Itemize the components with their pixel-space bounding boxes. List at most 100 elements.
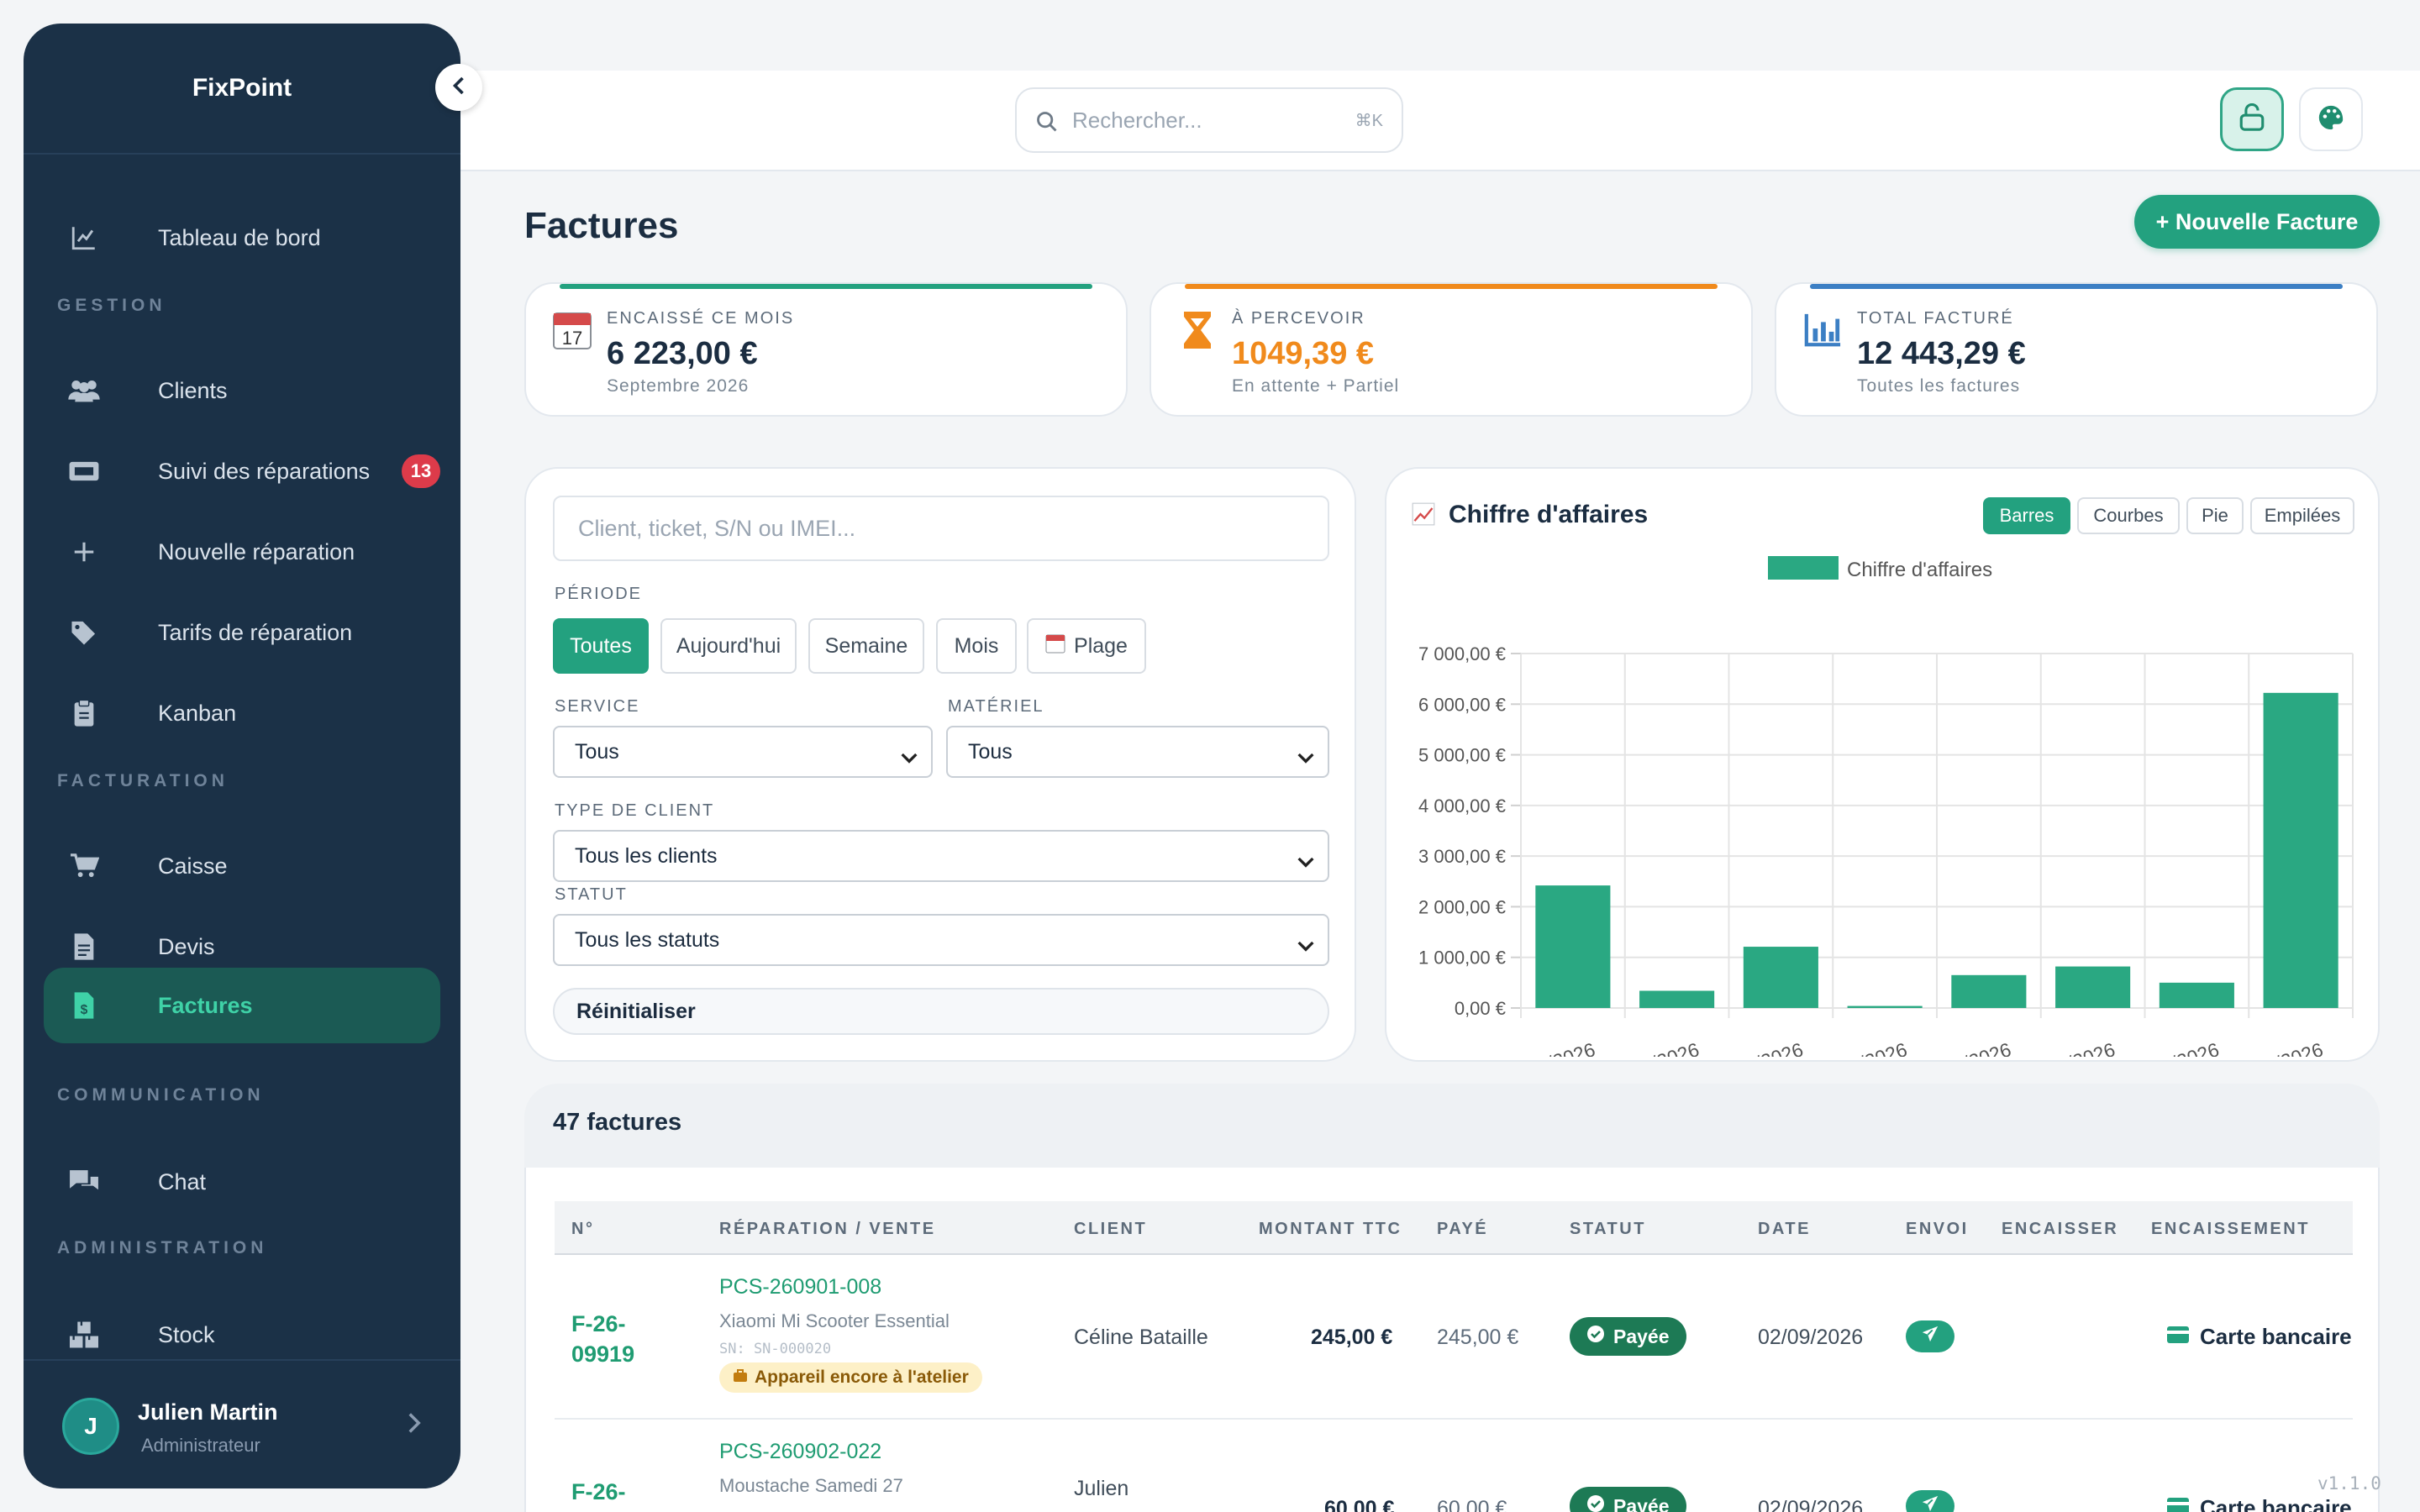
- sidebar-item-kanban[interactable]: Kanban: [44, 675, 440, 751]
- sidebar-item-factures[interactable]: $ Factures: [44, 968, 440, 1043]
- period-toutes[interactable]: Toutes: [553, 618, 649, 674]
- stat-subtitle: Septembre 2026: [607, 376, 750, 396]
- sidebar-item-label: Kanban: [158, 700, 237, 726]
- col-header-envoi: ENVOI: [1906, 1220, 1969, 1238]
- repair-id-link[interactable]: PCS-260902-022: [719, 1440, 882, 1463]
- period-mois[interactable]: Mois: [936, 618, 1017, 674]
- status-badge: Payée: [1570, 1317, 1686, 1356]
- service-select[interactable]: Tous: [553, 726, 933, 778]
- atelier-text: Appareil encore à l'atelier: [755, 1368, 969, 1387]
- col-header-client: CLIENT: [1074, 1220, 1148, 1238]
- invoice-number-suffix: 09920: [571, 1507, 634, 1512]
- reset-filters-button[interactable]: Réinitialiser: [553, 988, 1329, 1035]
- y-tick-label: 2 000,00 €: [1418, 896, 1506, 917]
- device-model: Xiaomi Mi Scooter Essential: [719, 1310, 950, 1331]
- type-client-select[interactable]: Tous les clients: [553, 830, 1329, 882]
- search-placeholder: Rechercher...: [1072, 107, 1202, 133]
- check-circle-icon: [1586, 1494, 1605, 1512]
- send-icon: [1921, 1494, 1939, 1512]
- stat-label: TOTAL FACTURÉ: [1857, 309, 2014, 328]
- lock-button[interactable]: [2220, 87, 2284, 151]
- x-tick-label: 17/08/2026: [1811, 1038, 1910, 1057]
- app-version: v1.1.0: [2317, 1473, 2381, 1494]
- section-facturation: FACTURATION: [57, 771, 229, 790]
- sidebar-item-label: Caisse: [158, 853, 228, 879]
- col-header-paye: PAYÉ: [1437, 1220, 1489, 1238]
- table-row[interactable]: F-26- 09919 PCS-260901-008 Xiaomi Mi Sco…: [555, 1257, 2353, 1420]
- calendar-day: 17: [562, 328, 582, 349]
- col-header-statut: STATUT: [1570, 1220, 1646, 1238]
- stat-card-encaisse: 17 ENCAISSÉ CE MOIS 6 223,00 € Septembre…: [524, 282, 1128, 417]
- period-plage[interactable]: Plage: [1027, 618, 1146, 674]
- chart-bar: [1535, 885, 1611, 1008]
- avatar: J: [62, 1398, 119, 1455]
- chevron-down-icon: [1297, 746, 1314, 770]
- chart-bar: [1639, 990, 1715, 1008]
- card-accent: [1810, 284, 2343, 289]
- chart-mode-pie[interactable]: Pie: [2186, 497, 2244, 534]
- sidebar-item-tableau-de-bord[interactable]: Tableau de bord: [44, 200, 440, 276]
- col-header-no: N°: [571, 1220, 595, 1238]
- chevron-right-icon: [407, 1411, 422, 1439]
- sidebar-item-tarifs[interactable]: Tarifs de réparation: [44, 595, 440, 670]
- ticket-icon: [67, 454, 101, 488]
- y-tick-label: 5 000,00 €: [1418, 745, 1506, 766]
- materiel-select[interactable]: Tous: [946, 726, 1329, 778]
- status-text: Payée: [1613, 1325, 1670, 1347]
- chart-bar: [1847, 1005, 1923, 1008]
- sidebar-item-nouvelle-reparation[interactable]: Nouvelle réparation: [44, 514, 440, 590]
- materiel-value: Tous: [968, 739, 1013, 764]
- check-circle-icon: [1586, 1325, 1605, 1348]
- chart-mode-empilees[interactable]: Empilées: [2250, 497, 2354, 534]
- period-semaine[interactable]: Semaine: [808, 618, 924, 674]
- cart-icon: [67, 849, 101, 883]
- sidebar-item-devis[interactable]: Devis: [44, 909, 440, 984]
- sidebar-item-clients[interactable]: Clients: [44, 353, 440, 428]
- invoice-date: 02/09/2026: [1758, 1497, 1864, 1512]
- send-button[interactable]: [1906, 1320, 1954, 1352]
- invoice-number[interactable]: F-26- 09919: [571, 1309, 634, 1369]
- sidebar-item-label: Suivi des réparations: [158, 458, 371, 484]
- sidebar-item-stock[interactable]: Stock: [44, 1297, 440, 1373]
- service-label: SERVICE: [555, 697, 640, 716]
- y-tick-label: 1 000,00 €: [1418, 948, 1506, 969]
- user-profile[interactable]: J Julien Martin Administrateur: [24, 1359, 460, 1488]
- sidebar-item-label: Tarifs de réparation: [158, 619, 353, 645]
- sidebar-item-suivi-reparations[interactable]: Suivi des réparations 13: [44, 433, 440, 509]
- tags-icon: [67, 616, 101, 649]
- chart-bar: [2159, 982, 2234, 1008]
- global-search-input[interactable]: Rechercher... ⌘K: [1015, 87, 1403, 153]
- statut-select[interactable]: Tous les statuts: [553, 914, 1329, 966]
- stat-value: 1049,39 €: [1232, 336, 1375, 371]
- send-button[interactable]: [1906, 1490, 1954, 1512]
- calendar-icon: [1045, 633, 1065, 659]
- chevron-down-icon: [1297, 934, 1314, 958]
- sidebar-item-chat[interactable]: Chat: [44, 1144, 440, 1220]
- collapse-sidebar-button[interactable]: [435, 64, 482, 111]
- period-aujourdhui[interactable]: Aujourd'hui: [660, 618, 797, 674]
- theme-button[interactable]: [2299, 87, 2363, 151]
- new-invoice-button[interactable]: + Nouvelle Facture: [2134, 195, 2380, 249]
- chart-title: Chiffre d'affaires: [1449, 501, 1649, 528]
- repair-id-link[interactable]: PCS-260901-008: [719, 1275, 882, 1299]
- col-header-encaisser: ENCAISSER: [2002, 1220, 2119, 1238]
- invoice-number[interactable]: F-26- 09920: [571, 1477, 634, 1512]
- stat-subtitle: En attente + Partiel: [1232, 376, 1400, 396]
- chevron-left-icon: [452, 76, 466, 100]
- revenue-chart-card: Chiffre d'affaires Barres Courbes Pie Em…: [1385, 467, 2380, 1062]
- y-tick-label: 7 000,00 €: [1418, 643, 1506, 664]
- user-name: Julien Martin: [138, 1399, 278, 1425]
- unlock-icon: [2238, 102, 2265, 136]
- x-tick-label: 05/08/2026: [1603, 1038, 1702, 1057]
- search-shortcut: ⌘K: [1355, 111, 1383, 130]
- chart-mode-courbes[interactable]: Courbes: [2077, 497, 2180, 534]
- chart-mode-barres[interactable]: Barres: [1983, 497, 2070, 534]
- sidebar-item-caisse[interactable]: Caisse: [44, 828, 440, 904]
- invoice-search-input[interactable]: Client, ticket, S/N ou IMEI...: [553, 496, 1329, 561]
- period-plage-label: Plage: [1074, 633, 1128, 658]
- card-accent: [1185, 284, 1718, 289]
- statut-label: STATUT: [555, 885, 628, 904]
- invoice-number-suffix: 09919: [571, 1341, 635, 1367]
- table-row[interactable]: F-26- 09920 PCS-260902-022 Moustache Sam…: [555, 1421, 2353, 1512]
- legend-swatch: [1768, 556, 1839, 580]
